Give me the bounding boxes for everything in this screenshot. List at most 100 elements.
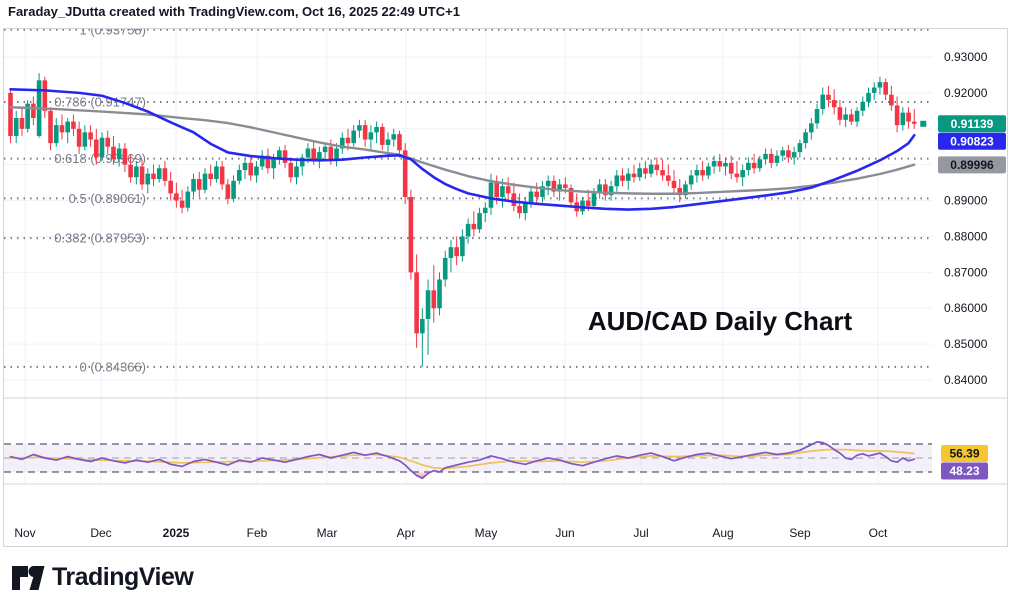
- candle-body: [219, 166, 225, 185]
- candle-body: [780, 150, 785, 156]
- candle-body: [911, 121, 917, 124]
- candle-body: [740, 170, 745, 178]
- candle-body: [53, 125, 59, 144]
- price-axis-label: 0.86000: [944, 301, 988, 315]
- candle-body: [797, 143, 803, 153]
- candle-body: [706, 166, 711, 176]
- candle-body: [906, 112, 911, 122]
- candle-body: [99, 137, 105, 158]
- candle-body: [534, 191, 540, 197]
- rsi-ma-line: [9, 448, 916, 470]
- candle-body: [814, 109, 820, 124]
- candle-body: [208, 173, 213, 180]
- candle-body: [322, 146, 328, 153]
- candle-body: [608, 186, 614, 196]
- candle-body: [168, 180, 173, 194]
- candle-body: [151, 173, 156, 180]
- candle-body: [751, 162, 757, 169]
- price-axis-label: 0.87000: [944, 265, 988, 279]
- candle-body: [162, 168, 168, 181]
- rsi-indicator-pane[interactable]: [4, 441, 932, 480]
- value-badge: [938, 132, 1006, 150]
- candle-body: [128, 164, 133, 178]
- candle-body: [540, 186, 545, 197]
- price-axis-label: 0.85000: [944, 337, 988, 351]
- candle-body: [568, 187, 574, 203]
- price-axis-label: 0.93000: [944, 50, 988, 64]
- chart-canvas[interactable]: 1 (0.93758)0.786 (0.91747)0.618 (0.90169…: [0, 0, 1020, 557]
- candle-body: [723, 162, 728, 167]
- rsi-overbought-oversold-band: [4, 444, 932, 472]
- value-badge-label: 0.91139: [951, 117, 994, 131]
- candle-body: [826, 94, 831, 101]
- candle-body: [94, 139, 99, 158]
- fib-level-label: 0 (0.84366): [80, 359, 147, 374]
- candle-body: [374, 126, 379, 133]
- candle-body: [196, 179, 202, 190]
- candle-body: [654, 164, 660, 171]
- fib-level-label: 1 (0.93758): [80, 22, 147, 37]
- candle-body: [854, 110, 860, 122]
- candle-body: [362, 125, 368, 140]
- value-badge: [941, 462, 988, 480]
- candle-body: [414, 272, 419, 334]
- candle-body: [448, 247, 454, 258]
- candle-body: [551, 180, 557, 192]
- candle-body: [191, 179, 196, 192]
- candle-body: [259, 155, 265, 167]
- price-axis-label: 0.92000: [944, 86, 988, 100]
- pane-separators[interactable]: [4, 397, 1007, 485]
- candle-body: [666, 175, 671, 181]
- candle-body: [59, 125, 65, 133]
- fib-level-label: 0.382 (0.87953): [54, 231, 146, 246]
- candle-body: [677, 187, 683, 196]
- fib-retracement-tool[interactable]: 1 (0.93758)0.786 (0.91747)0.618 (0.90169…: [4, 22, 932, 374]
- candle-body: [803, 132, 808, 144]
- candle-body: [299, 157, 305, 167]
- candle-body: [282, 150, 288, 163]
- candle-body: [517, 205, 522, 214]
- candle-body: [786, 150, 791, 158]
- value-badge: [941, 445, 988, 463]
- tradingview-logo-link[interactable]: TradingView: [11, 563, 194, 592]
- candle-body: [465, 223, 471, 237]
- candle-body: [271, 159, 276, 169]
- candle-body: [420, 318, 425, 334]
- candle-body: [883, 82, 888, 95]
- candle-body: [488, 182, 494, 208]
- last-price-marker: [920, 120, 927, 127]
- candle-body: [305, 148, 311, 158]
- candle-body: [48, 110, 53, 144]
- candle-body: [734, 173, 740, 178]
- candle-body: [620, 175, 625, 181]
- candle-body: [837, 107, 843, 120]
- chart-attribution-title: Faraday_JDutta created with TradingView.…: [8, 4, 460, 19]
- value-badge: [938, 115, 1006, 133]
- candle-body: [580, 200, 585, 212]
- price-axis[interactable]: 0.93000 0.92000 0.89000 0.88000 0.87000 0.860…: [938, 50, 1006, 480]
- candle-body: [237, 170, 242, 181]
- candle-body: [597, 184, 602, 194]
- value-badge-label: 0.89996: [950, 158, 994, 172]
- candle-body: [8, 92, 13, 136]
- candle-body: [671, 180, 677, 188]
- candle-body: [711, 161, 717, 167]
- value-badge-label: 56.39: [949, 447, 979, 461]
- value-badge: [938, 156, 1006, 174]
- candle-body: [637, 168, 642, 178]
- candle-body: [700, 170, 705, 176]
- price-axis-label: 0.89000: [944, 194, 988, 208]
- time-axis-label: Aug: [712, 526, 733, 540]
- time-axis-label: Nov: [14, 526, 35, 540]
- time-axis-label: 2025: [163, 526, 190, 540]
- price-axis-label: 0.84000: [944, 373, 988, 387]
- candlestick-series[interactable]: [8, 73, 927, 367]
- candle-body: [380, 126, 385, 145]
- candle-body: [42, 80, 48, 111]
- candle-body: [585, 200, 591, 206]
- candle-body: [156, 168, 162, 180]
- time-axis[interactable]: Nov Dec 2025 Feb Mar Apr May Jun Jul Aug Sep Oct: [14, 526, 888, 540]
- candle-body: [334, 148, 339, 160]
- ma-slow-line: [9, 106, 916, 195]
